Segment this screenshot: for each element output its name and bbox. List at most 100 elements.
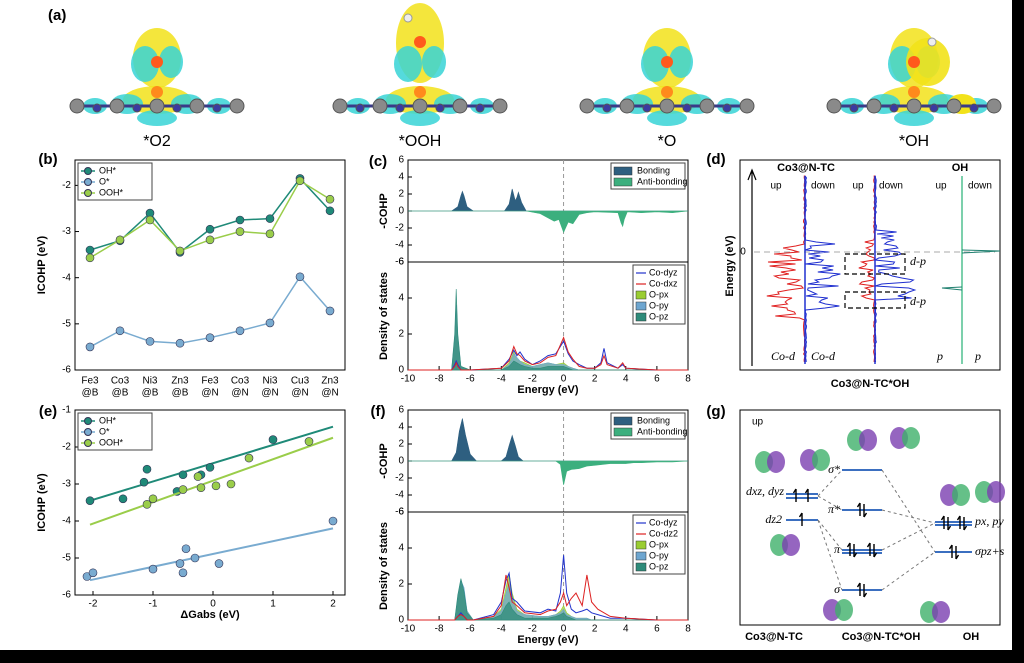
- electron-arrow: [963, 517, 968, 531]
- x-tick-label: @N: [201, 388, 218, 399]
- x-tick-label: 8: [685, 624, 691, 635]
- x-axis-label: Energy (eV): [517, 384, 578, 396]
- x-tick-label: 6: [654, 374, 660, 385]
- x-tick-label: @N: [291, 388, 308, 399]
- panel-label: (c): [369, 153, 387, 170]
- orbital-lobe: [782, 534, 800, 556]
- data-point: [265, 214, 275, 223]
- data-point: [235, 215, 245, 225]
- atom: [826, 98, 842, 114]
- legend-marker: [84, 428, 92, 436]
- data-point: [175, 246, 185, 256]
- caption: Co3@N-TC: [745, 631, 803, 643]
- legend-swatch: [613, 427, 633, 437]
- density-lobe: [894, 110, 934, 126]
- atom: [395, 103, 405, 113]
- electron-arrow: [853, 544, 858, 558]
- density-lobe: [641, 46, 669, 82]
- x-tick-label: Fe3: [81, 376, 99, 387]
- panel-frame: [739, 409, 1001, 626]
- legend-label: Co-dyz: [649, 517, 678, 527]
- y-tick-label: -4: [62, 516, 71, 527]
- y-tick-label: -5: [62, 318, 71, 329]
- y-tick-label: 0: [398, 206, 404, 217]
- plot-frame: [74, 159, 346, 371]
- atom: [172, 103, 182, 113]
- legend-label: O-py: [649, 300, 669, 310]
- electron-arrow: [866, 542, 871, 556]
- annotation: d-p: [910, 294, 926, 308]
- legend-label: Anti-bonding: [637, 176, 688, 186]
- legend-swatch: [635, 312, 647, 322]
- x-tick-label: 0: [210, 599, 216, 610]
- atom: [659, 98, 675, 114]
- x-tick-label: @B: [172, 388, 189, 399]
- molecule-picture: [332, 3, 508, 126]
- data-point: [88, 568, 98, 578]
- data-point: [175, 559, 185, 568]
- data-point: [175, 338, 185, 348]
- atom: [619, 98, 635, 114]
- data-point: [142, 464, 152, 474]
- data-point: [148, 564, 158, 574]
- dos-area: [408, 288, 688, 371]
- y-axis-label: Energy (eV): [724, 235, 736, 296]
- panel-label: (d): [706, 151, 725, 168]
- y-tick-label: -3: [62, 226, 71, 237]
- data-point: [145, 215, 155, 225]
- y-tick-label: 0: [398, 365, 404, 376]
- legend-label: OH*: [99, 165, 117, 175]
- y-tick-label: 0: [398, 456, 404, 467]
- y-tick-label: 4: [398, 172, 404, 183]
- orbital-label: σ: [834, 582, 841, 596]
- panel-label: (a): [48, 7, 66, 24]
- y-axis-label: Density of states: [378, 272, 390, 360]
- x-tick-label: -8: [435, 624, 444, 635]
- legend-marker: [84, 417, 92, 425]
- x-axis-label: Energy (eV): [517, 634, 578, 646]
- data-point: [115, 235, 125, 245]
- y-tick-label: -5: [62, 553, 71, 564]
- caption: Co3@N-TC*OH: [842, 631, 921, 643]
- caption: OH: [963, 631, 980, 643]
- x-tick-label: Co3: [111, 376, 130, 387]
- atom: [906, 98, 922, 114]
- atom: [986, 98, 1002, 114]
- x-tick-label: Fe3: [201, 376, 219, 387]
- data-point: [265, 229, 275, 239]
- atom: [969, 103, 979, 113]
- electron-arrow: [804, 488, 809, 502]
- data-point: [214, 559, 224, 568]
- y-tick-label: -6: [62, 590, 71, 601]
- y-tick-label: -4: [395, 240, 404, 251]
- atom: [189, 98, 205, 114]
- y-tick-label: 4: [398, 422, 404, 433]
- column-title: OH: [952, 162, 969, 174]
- fit-line: [89, 436, 334, 526]
- atom: [889, 103, 899, 113]
- data-point: [145, 337, 155, 346]
- y-tick-label: -4: [395, 490, 404, 501]
- orbital-label: σpz+s: [975, 544, 1005, 558]
- electron-arrow: [948, 544, 953, 558]
- legend-swatch: [635, 540, 647, 550]
- legend-label: O*: [99, 176, 110, 186]
- y-tick-label: 2: [398, 439, 404, 450]
- x-tick-label: -4: [497, 624, 506, 635]
- electron-arrow: [955, 546, 960, 560]
- dos-area: [408, 578, 688, 621]
- curve-label: Co-d: [811, 349, 836, 363]
- caption: *O2: [143, 133, 171, 150]
- data-point: [295, 272, 305, 282]
- legend-label: Anti-bonding: [637, 426, 688, 436]
- caption: Co3@N-TC*OH: [831, 378, 910, 390]
- legend-swatch: [613, 416, 633, 426]
- atom: [92, 103, 102, 113]
- data-point: [115, 326, 125, 336]
- atom: [492, 98, 508, 114]
- spin-label: up: [770, 181, 782, 192]
- x-tick-label: 0: [561, 624, 567, 635]
- atom: [452, 98, 468, 114]
- energy-axis: [747, 168, 757, 366]
